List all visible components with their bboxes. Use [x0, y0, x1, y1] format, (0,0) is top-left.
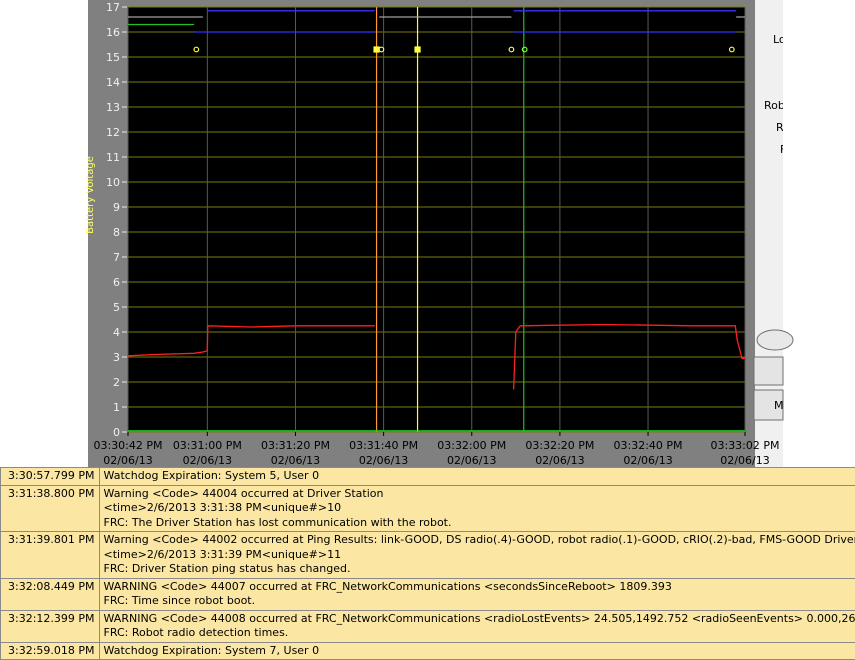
- y-tick-label: 10: [106, 176, 120, 189]
- x-tick-date: 02/06/13: [447, 454, 496, 467]
- y-tick-label: 12: [106, 126, 120, 139]
- plot-area: [128, 7, 745, 432]
- x-tick-date: 02/06/13: [720, 454, 769, 467]
- log-row[interactable]: 3:30:57.799 PM Watchdog Expiration: Syste…: [0, 467, 855, 486]
- x-tick-label: 03:30:42 PM: [93, 439, 162, 452]
- log-time: 3:32:08.449 PM: [0, 577, 100, 611]
- log-line: FRC: Time since robot boot.: [103, 594, 256, 607]
- x-tick-date: 02/06/13: [183, 454, 232, 467]
- y-tick-label: 4: [113, 326, 120, 339]
- marker: [414, 46, 421, 53]
- x-tick-label: 03:31:40 PM: [349, 439, 418, 452]
- log-line: <time>2/6/2013 3:31:38 PM<unique#>10: [103, 501, 342, 514]
- log-time: 3:30:57.799 PM: [0, 467, 100, 486]
- y-tick-label: 5: [113, 301, 120, 314]
- marker: [508, 46, 515, 53]
- y-tick-label: 11: [106, 151, 120, 164]
- oval-button[interactable]: [756, 329, 794, 351]
- chart: Battery Voltage 012345678910111213141516…: [85, 0, 794, 467]
- x-tick-label: 03:31:20 PM: [261, 439, 330, 452]
- y-tick-label: 3: [113, 351, 120, 364]
- marker: [193, 46, 200, 53]
- side-panel: [755, 0, 783, 467]
- y-tick-label: 17: [106, 1, 120, 14]
- log-line: Watchdog Expiration: System 7, User 0: [103, 643, 320, 657]
- marker: [728, 46, 735, 53]
- panel-label: F: [780, 143, 783, 156]
- log-line: WARNING <Code> 44008 occurred at FRC_Net…: [103, 611, 855, 625]
- log-message: WARNING <Code> 44007 occurred at FRC_Net…: [98, 577, 855, 611]
- y-tick-label: 9: [113, 201, 120, 214]
- button[interactable]: [753, 389, 784, 421]
- y-tick-label: 2: [113, 376, 120, 389]
- x-tick-label: 03:33:02 PM: [710, 439, 779, 452]
- panel-label: R: [776, 121, 783, 134]
- marker: [521, 46, 528, 53]
- log-line: FRC: Driver Station ping status has chan…: [103, 562, 351, 575]
- log-line: WARNING <Code> 44007 occurred at FRC_Net…: [103, 579, 672, 593]
- log-table: 3:30:57.799 PM Watchdog Expiration: Syste…: [0, 467, 855, 660]
- log-line: FRC: The Driver Station has lost communi…: [103, 515, 452, 529]
- log-message: Watchdog Expiration: System 5, User 0: [98, 467, 855, 486]
- log-line: Warning <Code> 44002 occurred at Ping Re…: [103, 533, 855, 546]
- log-line: Warning <Code> 44004 occurred at Driver …: [103, 486, 384, 500]
- marker: [373, 46, 380, 53]
- x-tick-date: 02/06/13: [103, 454, 152, 467]
- log-message: Watchdog Expiration: System 7, User 0: [98, 641, 855, 660]
- log-line: Watchdog Expiration: System 5, User 0: [103, 469, 320, 482]
- x-tick-date: 02/06/13: [623, 454, 672, 467]
- log-time: 3:32:59.018 PM: [0, 641, 100, 660]
- log-message: WARNING <Code> 44008 occurred at FRC_Net…: [98, 609, 855, 643]
- x-tick-label: 03:31:00 PM: [173, 439, 242, 452]
- data-line: [127, 323, 745, 390]
- log-row[interactable]: 3:32:08.449 PM WARNING <Code> 44007 occur…: [0, 577, 855, 611]
- y-tick-label: 13: [106, 101, 120, 114]
- plot-layer: [127, 6, 746, 433]
- y-tick-label: 1: [113, 401, 120, 414]
- y-tick-label: 14: [106, 76, 120, 89]
- y-tick-label: 7: [113, 251, 120, 264]
- log-grid: 3:30:57.799 PM Watchdog Expiration: Syste…: [0, 467, 855, 660]
- panel-label[interactable]: M: [774, 399, 783, 412]
- y-tick-label: 15: [106, 51, 120, 64]
- y-axis-label: Battery Voltage: [85, 156, 96, 234]
- panel-label: Lo: [773, 33, 783, 46]
- log-line: FRC: Robot radio detection times.: [103, 626, 289, 639]
- x-tick-date: 02/06/13: [271, 454, 320, 467]
- y-tick-label: 6: [113, 276, 120, 289]
- y-tick-label: 0: [113, 426, 120, 439]
- log-row[interactable]: 3:32:59.018 PM Watchdog Expiration: Syste…: [0, 641, 855, 660]
- x-tick-label: 03:32:20 PM: [525, 439, 594, 452]
- log-row[interactable]: 3:31:38.800 PM Warning <Code> 44004 occur…: [0, 484, 855, 532]
- x-tick-date: 02/06/13: [535, 454, 584, 467]
- y-tick-label: 16: [106, 26, 120, 39]
- panel-label: Robo: [764, 99, 783, 112]
- log-line: <time>2/6/2013 3:31:39 PM<unique#>11: [103, 547, 342, 561]
- log-time: 3:31:38.800 PM: [0, 484, 100, 532]
- x-tick-date: 02/06/13: [359, 454, 408, 467]
- x-tick-label: 03:32:40 PM: [614, 439, 683, 452]
- y-tick-label: 8: [113, 226, 120, 239]
- x-tick-label: 03:32:00 PM: [437, 439, 506, 452]
- log-message: Warning <Code> 44004 occurred at Driver …: [98, 484, 855, 532]
- log-row[interactable]: 3:31:39.801 PM Warning <Code> 44002 occur…: [0, 531, 855, 579]
- log-time: 3:32:12.399 PM: [0, 609, 100, 643]
- log-message: Warning <Code> 44002 occurred at Ping Re…: [98, 531, 855, 579]
- log-time: 3:31:39.801 PM: [0, 531, 100, 579]
- log-row[interactable]: 3:32:12.399 PM WARNING <Code> 44008 occur…: [0, 609, 855, 643]
- button[interactable]: [753, 356, 784, 386]
